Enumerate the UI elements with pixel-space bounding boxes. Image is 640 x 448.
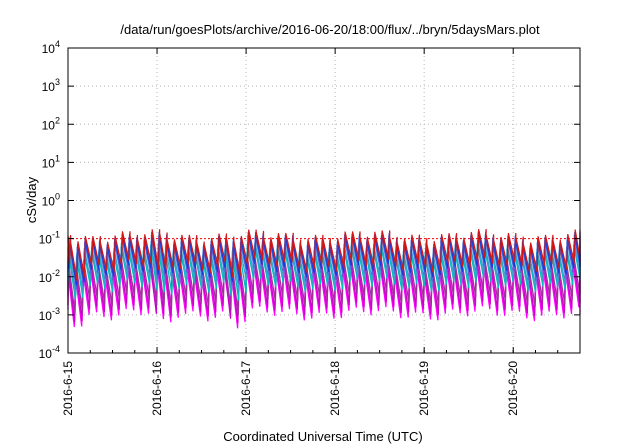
x-tick-label: 2016-6-16 bbox=[150, 361, 164, 416]
x-tick-label: 2016-6-15 bbox=[61, 361, 75, 416]
series-line-8 bbox=[67, 228, 581, 282]
plot-frame bbox=[67, 47, 581, 354]
y-tick-label: 10-1 bbox=[39, 230, 60, 247]
y-tick-label: 100 bbox=[42, 192, 60, 209]
y-tick-label: 101 bbox=[42, 153, 60, 170]
x-tick-label: 2016-6-17 bbox=[239, 361, 253, 416]
axes: 10-4 10-3 10-2 10-1 100 101 102 103 104 2016-6-15… bbox=[39, 39, 581, 416]
y-tick-label: 102 bbox=[42, 115, 60, 132]
plot-area bbox=[67, 228, 581, 329]
y-axis-title: cSv/day bbox=[24, 176, 39, 223]
x-axis-title: Coordinated Universal Time (UTC) bbox=[223, 429, 422, 444]
y-tick-label: 10-3 bbox=[39, 306, 60, 323]
y-tick-label: 10-2 bbox=[39, 268, 60, 285]
x-tick-label: 2016-6-19 bbox=[417, 361, 431, 416]
y-tick-label: 103 bbox=[42, 77, 60, 94]
x-tick-label: 2016-6-18 bbox=[328, 361, 342, 416]
y-tick-label: 104 bbox=[42, 39, 60, 56]
x-tick-label: 2016-6-20 bbox=[506, 361, 520, 416]
y-tick-label: 10-4 bbox=[39, 344, 60, 361]
chart-title: /data/run/goesPlots/archive/2016-06-20/1… bbox=[120, 22, 540, 37]
